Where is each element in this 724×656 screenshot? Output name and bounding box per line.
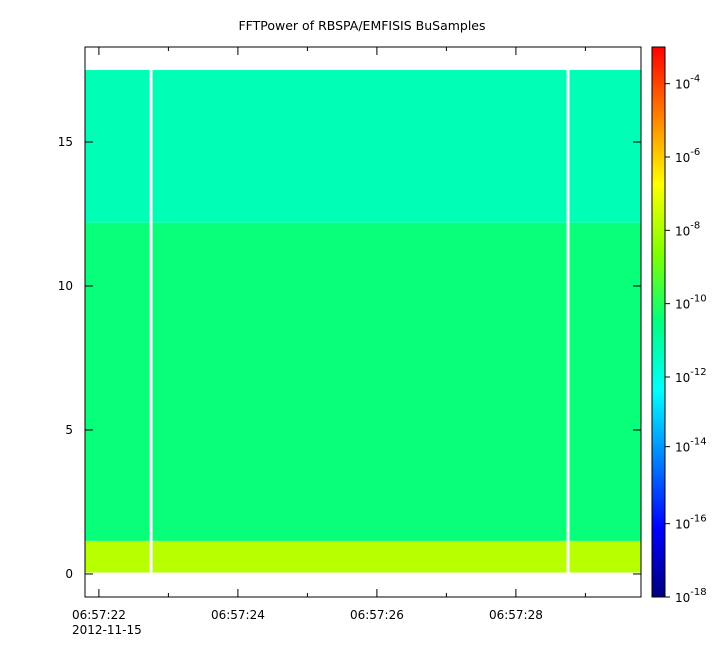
y-tick-label: 15 <box>58 135 73 149</box>
x-tick-label: 06:57:28 <box>489 608 543 622</box>
colorbar-tick-label: 10-6 <box>675 147 700 165</box>
data-gap-1 <box>149 70 153 573</box>
data-gap-2 <box>566 70 570 573</box>
colorbar-tick-label: 10-12 <box>675 367 707 385</box>
spectrogram-band-2 <box>85 222 641 541</box>
colorbar-tick-label: 10-10 <box>675 294 707 312</box>
data-gaps <box>149 70 570 573</box>
colorbar-axis: 10-4 10-6 10-8 10-10 10-12 10-14 10-16 10-18 <box>665 74 707 605</box>
colorbar-tick-label: 10-8 <box>675 220 700 238</box>
x-tick-label: 06:57:22 <box>72 608 126 622</box>
x-date-label: 2012-11-15 <box>72 623 142 637</box>
y-tick-label: 0 <box>65 567 73 581</box>
colorbar-tick-label: 10-18 <box>675 587 707 605</box>
plot-frame <box>84 46 642 598</box>
x-tick-label: 06:57:24 <box>211 608 265 622</box>
colorbar <box>651 46 666 598</box>
y-axis: 0 5 10 15 <box>58 135 641 581</box>
colorbar-tick-label: 10-16 <box>675 514 707 532</box>
x-tick-label: 06:57:26 <box>350 608 404 622</box>
spectrogram-band-1 <box>85 540 641 573</box>
spectrogram-band-3 <box>85 70 641 223</box>
chart-title: FFTPower of RBSPA/EMFISIS BuSamples <box>238 18 485 33</box>
y-tick-label: 5 <box>65 423 73 437</box>
colorbar-tick-label: 10-14 <box>675 437 707 455</box>
y-tick-label: 10 <box>58 279 73 293</box>
colorbar-tick-label: 10-4 <box>675 74 700 92</box>
spectrogram-bands <box>85 70 641 573</box>
